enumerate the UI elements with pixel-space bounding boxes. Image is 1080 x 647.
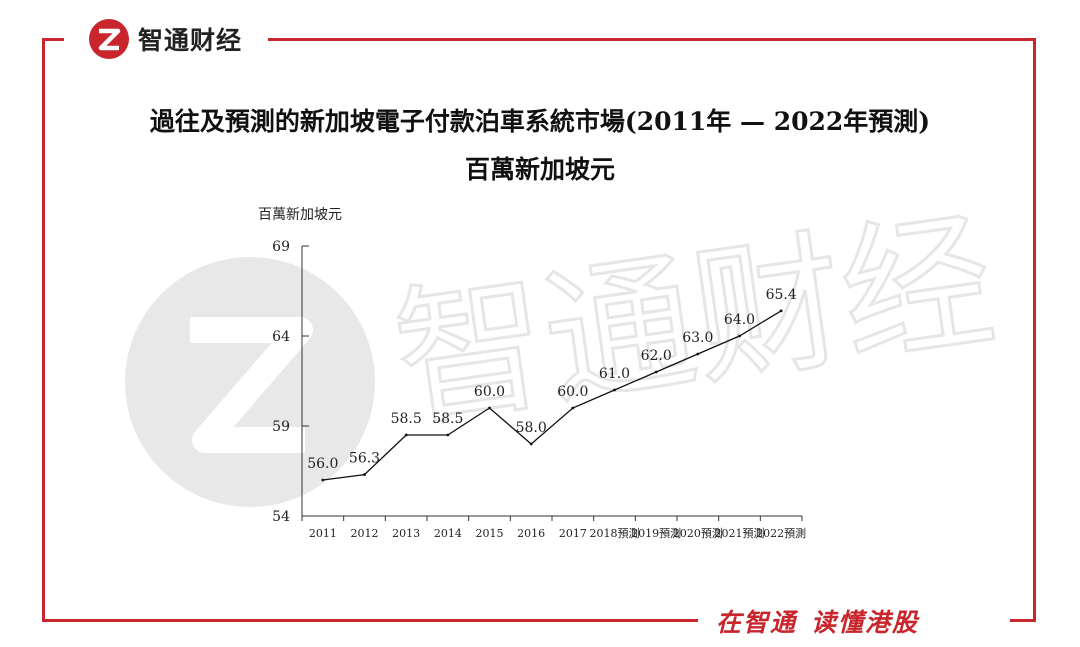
x-tick-label: 2018預測 <box>590 526 640 540</box>
x-tick-label: 2016 <box>517 527 545 540</box>
data-point <box>488 406 491 410</box>
y-tick-label: 69 <box>272 239 290 255</box>
x-tick-label: 2014 <box>434 527 462 540</box>
data-point <box>529 442 533 446</box>
data-label: 65.4 <box>766 287 797 303</box>
frame-top-right <box>268 38 1036 41</box>
chart-subtitle: 百萬新加坡元 <box>464 155 615 184</box>
data-label: 63.0 <box>682 330 713 346</box>
data-point <box>446 433 450 437</box>
data-point <box>404 433 408 437</box>
x-tick-label: 2013 <box>392 527 420 540</box>
chart-title: 過往及預測的新加坡電子付款泊車系統市場(2011年 — 2022年預測) <box>149 107 931 136</box>
x-tick-label: 2015 <box>476 527 504 540</box>
x-tick-label: 2019預測 <box>631 526 681 540</box>
data-point <box>779 309 783 313</box>
data-point <box>696 352 700 356</box>
slogan-part1: 在智通 <box>716 608 798 637</box>
y-tick-label: 64 <box>272 329 290 345</box>
slogan: 在智通 读懂港股 <box>716 603 919 639</box>
x-tick-label: 2021預測 <box>715 526 765 540</box>
data-label: 60.0 <box>474 384 505 400</box>
x-tick-label: 2012 <box>351 527 379 540</box>
data-label: 56.3 <box>349 451 380 467</box>
data-label: 62.0 <box>641 348 672 364</box>
data-label: 58.5 <box>391 411 422 427</box>
logo-icon <box>89 19 129 59</box>
slogan-part2: 读懂港股 <box>811 608 920 637</box>
data-point <box>738 334 741 338</box>
x-tick-label: 2022預測 <box>756 526 806 540</box>
frame-left <box>42 38 45 622</box>
frame-top-left <box>42 38 64 41</box>
data-label: 64.0 <box>724 312 755 328</box>
data-point <box>571 406 575 410</box>
frame-bottom-right <box>1010 619 1036 622</box>
logo-text: 智通财经 <box>138 26 243 55</box>
data-label: 58.0 <box>516 420 547 436</box>
y-axis-title: 百萬新加坡元 <box>258 207 342 223</box>
data-label: 60.0 <box>557 384 588 400</box>
data-point <box>654 370 658 374</box>
x-tick-label: 2017 <box>559 527 587 540</box>
series-line <box>322 310 782 481</box>
data-label: 56.0 <box>307 456 338 472</box>
data-label: 58.5 <box>432 411 463 427</box>
data-point <box>363 473 366 476</box>
data-label: 61.0 <box>599 366 630 382</box>
x-tick-label: 2011 <box>309 527 337 540</box>
y-tick-label: 54 <box>272 509 290 525</box>
y-tick-label: 59 <box>272 419 290 435</box>
x-tick-label: 2020預測 <box>673 526 723 540</box>
frame-bottom-left <box>42 619 698 622</box>
data-point <box>613 388 616 392</box>
data-point <box>321 478 325 482</box>
frame-right <box>1033 38 1036 622</box>
brand-logo: 智通财经 <box>88 18 242 60</box>
